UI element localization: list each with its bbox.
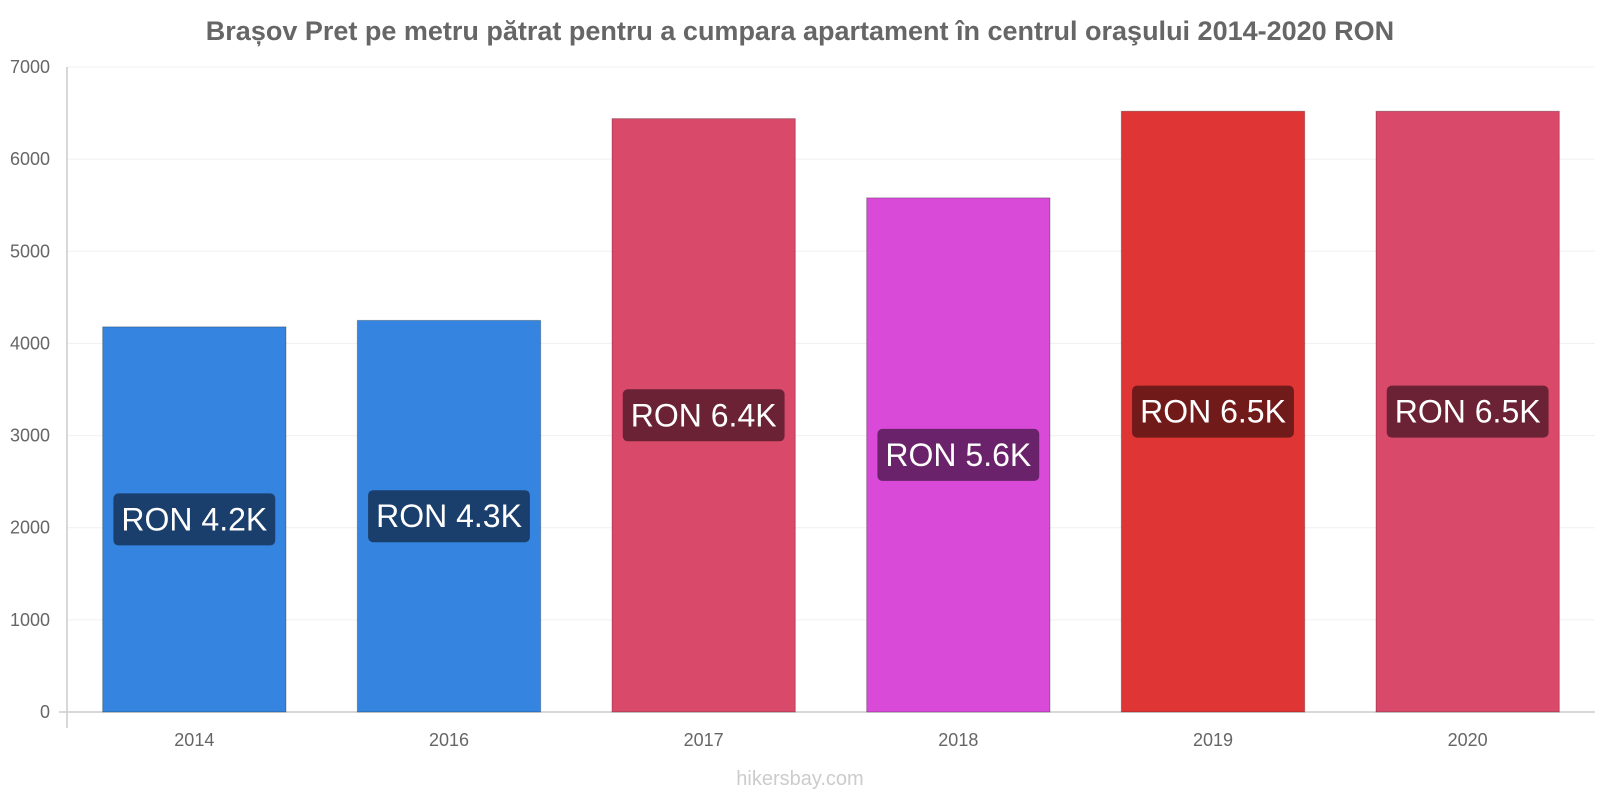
x-tick-label: 2016: [429, 730, 469, 750]
data-label-background: [1132, 385, 1294, 438]
data-label-background: [1386, 385, 1549, 438]
data-label-background: [113, 493, 276, 546]
x-tick-label: 2019: [1193, 730, 1233, 750]
x-tick-label: 2020: [1448, 730, 1488, 750]
data-label: RON 5.6K: [885, 437, 1031, 473]
y-tick-label: 0: [40, 702, 50, 722]
data-label: RON 6.5K: [1140, 394, 1286, 430]
y-tick-label: 2000: [10, 518, 50, 538]
y-tick-label: 1000: [10, 610, 50, 630]
data-label: RON 4.3K: [376, 498, 522, 534]
data-label: RON 6.5K: [1395, 394, 1541, 430]
y-tick-label: 4000: [10, 333, 50, 353]
x-tick-label: 2018: [938, 730, 978, 750]
data-label-background: [368, 490, 530, 543]
chart-title: Brașov Pret pe metru pătrat pentru a cum…: [205, 16, 1395, 46]
y-tick-label: 7000: [10, 57, 50, 77]
x-tick-label: 2017: [684, 730, 724, 750]
x-tick-label: 2014: [174, 730, 214, 750]
data-label: RON 6.4K: [631, 397, 777, 433]
data-label: RON 4.2K: [121, 501, 267, 537]
data-label-background: [877, 428, 1040, 481]
data-label-background: [622, 389, 785, 442]
y-tick-label: 3000: [10, 426, 50, 446]
watermark: hikersbay.com: [736, 768, 864, 790]
y-tick-label: 6000: [10, 149, 50, 169]
y-tick-label: 5000: [10, 241, 50, 261]
